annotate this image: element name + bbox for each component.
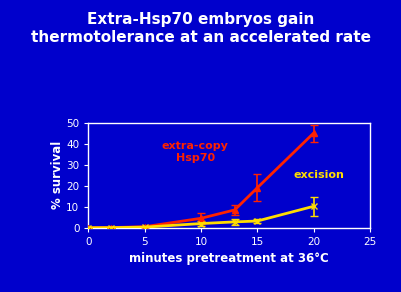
Text: Extra-Hsp70 embryos gain
thermotolerance at an accelerated rate: Extra-Hsp70 embryos gain thermotolerance…	[31, 12, 370, 45]
Text: excision: excision	[293, 170, 344, 180]
Y-axis label: % survival: % survival	[51, 141, 63, 209]
X-axis label: minutes pretreatment at 36°C: minutes pretreatment at 36°C	[129, 252, 328, 265]
Text: extra-copy
Hsp70: extra-copy Hsp70	[162, 141, 228, 163]
